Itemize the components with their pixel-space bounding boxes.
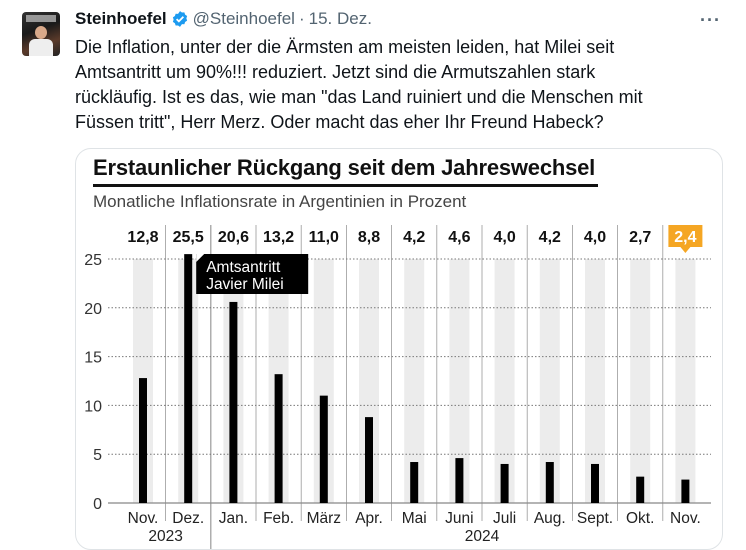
column-stripe [494, 259, 515, 503]
chart-subtitle: Monatliche Inflationsrate in Argentinien… [93, 192, 467, 211]
tweet-header: Steinhoefel @Steinhoefel · 15. Dez. [75, 9, 372, 29]
column-stripe [539, 259, 560, 503]
bar [184, 254, 193, 503]
annotation-notch [196, 254, 205, 262]
author-handle[interactable]: @Steinhoefel [192, 9, 295, 28]
value-label: 11,0 [309, 229, 339, 246]
x-tick-label: Jan. [219, 510, 248, 527]
column-stripe [585, 259, 605, 503]
column-stripe [449, 259, 470, 503]
chart-title: Erstaunlicher Rückgang seit dem Jahreswe… [93, 155, 596, 180]
y-tick-label: 15 [84, 350, 102, 367]
bar [319, 395, 328, 503]
value-label: 4,2 [403, 229, 425, 246]
more-horizontal-icon[interactable]: ··· [700, 10, 721, 30]
title-underline [93, 184, 598, 187]
x-tick-label: Mai [402, 510, 427, 527]
value-label: 8,8 [358, 229, 380, 246]
x-tick-label: Apr. [355, 510, 383, 527]
x-tick-label: Nov. [128, 510, 159, 527]
bar [139, 378, 147, 503]
value-label: 2,4 [674, 229, 696, 246]
highlight-badge [668, 225, 703, 247]
bar [500, 463, 509, 503]
value-label: 12,8 [127, 229, 158, 246]
bar-chart: 0 5 10 15 20 25 12,8 25,5 20,6 13,2 11,0 8,8 4,2 4,6 4… [84, 225, 711, 549]
avatar[interactable] [22, 12, 60, 56]
bar [229, 301, 238, 503]
column-stripe [630, 259, 651, 503]
chart-image[interactable]: Erstaunlicher Rückgang seit dem Jahreswe… [75, 148, 723, 550]
x-tick-label: Juli [493, 510, 516, 527]
y-tick-label: 20 [84, 301, 102, 318]
annotation-text: Javier Milei [206, 276, 284, 293]
x-tick-label: Juni [445, 510, 473, 527]
x-tick-label: Sept. [577, 510, 613, 527]
value-label: 4,2 [539, 229, 561, 246]
x-tick-label: Dez. [172, 510, 204, 527]
verified-badge-icon [171, 10, 189, 28]
x-tick-label: Nov. [670, 510, 701, 527]
column-stripe [359, 259, 379, 503]
highlight-pointer [680, 247, 691, 253]
bar [365, 417, 373, 503]
tweet-text-line: Die Inflation, unter der die Ärmsten am … [75, 37, 615, 57]
bar [681, 479, 690, 503]
bar [591, 463, 599, 503]
tweet-text-line: Füssen tritt", Herr Merz. Oder macht das… [75, 112, 604, 132]
bar [410, 462, 419, 503]
column-stripe [675, 259, 696, 503]
y-tick-label: 10 [84, 398, 102, 415]
value-label: 4,0 [493, 229, 515, 246]
value-label: 2,7 [629, 229, 651, 246]
x-tick-label: Feb. [263, 510, 294, 527]
x-tick-label: Okt. [626, 510, 654, 527]
annotation-box [196, 254, 309, 294]
annotation-text: Amtsantritt [206, 259, 281, 276]
value-label: 25,5 [173, 229, 204, 246]
column-stripe [404, 259, 425, 503]
bar [636, 476, 645, 503]
value-label: 4,6 [448, 229, 470, 246]
bar [545, 462, 554, 503]
tweet-text: Die Inflation, unter der die Ärmsten am … [75, 35, 715, 135]
bar [274, 374, 283, 503]
y-tick-label: 0 [93, 496, 102, 513]
y-tick-label: 25 [84, 252, 102, 269]
column-stripe [313, 259, 334, 503]
y-tick-label: 5 [93, 447, 102, 464]
bar [455, 458, 464, 503]
separator: · [298, 9, 305, 28]
value-label: 20,6 [218, 229, 249, 246]
author-name[interactable]: Steinhoefel [75, 9, 167, 28]
x-tick-label: März [307, 510, 341, 527]
tweet-date[interactable]: 15. Dez. [308, 9, 372, 28]
value-label: 13,2 [263, 229, 294, 246]
tweet-text-line: Amtsantritt um 90%!!! reduziert. Jetzt s… [75, 62, 596, 82]
value-label: 4,0 [584, 229, 606, 246]
tweet-text-line: rückläufig. Ist es das, wie man "das Lan… [75, 87, 643, 107]
x-tick-label: Aug. [534, 510, 566, 527]
